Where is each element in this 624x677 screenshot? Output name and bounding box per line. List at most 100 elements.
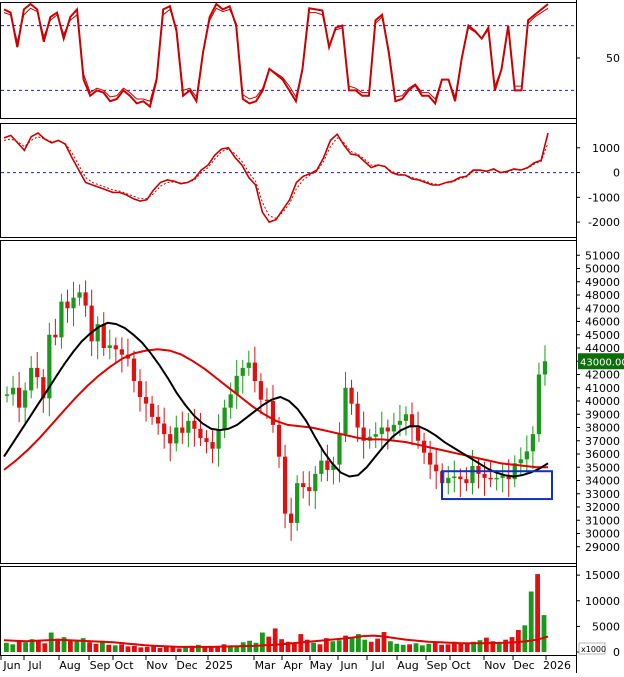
candle-body (428, 452, 433, 465)
candle-body (10, 387, 16, 395)
candle-body (415, 427, 421, 441)
price-tick-label: 29000 (585, 541, 620, 554)
candle-body (343, 387, 348, 435)
candle-body (355, 403, 360, 428)
volume-bar (541, 615, 547, 652)
volume-bar (68, 640, 73, 652)
candle-body (228, 394, 233, 408)
time-axis-label: Mar (255, 659, 276, 672)
volume-bar (87, 642, 92, 652)
volume-bar (509, 637, 515, 652)
volume-unit-label: x1000 (581, 645, 606, 654)
volume-bar (29, 639, 35, 652)
volume-bar (240, 642, 246, 652)
volume-bar (356, 634, 361, 652)
candle-body (542, 361, 548, 375)
candle-body (131, 358, 137, 382)
volume-bar (144, 646, 150, 652)
candle-body (23, 390, 28, 408)
time-axis-label: Sep (427, 659, 448, 672)
volume-bar (234, 645, 240, 652)
volume-bar (490, 641, 496, 652)
candle-body (452, 476, 457, 479)
volume-bar (426, 643, 432, 652)
price-tick-label: 48000 (585, 289, 620, 302)
candle-body (180, 427, 185, 433)
candle-body (391, 424, 396, 432)
volume-tick-label: 10000 (585, 595, 620, 608)
time-axis-label: 2026 (543, 659, 571, 672)
candle-body (16, 387, 22, 408)
candle-body (464, 479, 469, 484)
time-axis-label: 2025 (205, 659, 233, 672)
volume-bar (535, 574, 540, 652)
volume-bar (420, 645, 425, 652)
time-axis-label: May (310, 659, 333, 672)
candle-body (361, 427, 366, 441)
candle-body (107, 345, 112, 348)
volume-bar (464, 642, 470, 652)
volume-bar (119, 644, 124, 652)
volume-bar (439, 644, 444, 652)
volume-bar (516, 629, 521, 652)
volume-bar (484, 637, 489, 652)
volume-bar (496, 643, 502, 652)
moving-average-slow (3, 348, 548, 471)
candle-body (101, 324, 106, 348)
volume-bar (215, 646, 220, 652)
macd-line (3, 132, 549, 224)
volume-bar (183, 646, 188, 652)
time-axis-label: Dec (176, 659, 197, 672)
candle-body (349, 387, 354, 404)
macd-tick-label: -1000 (588, 191, 620, 204)
candle-body (168, 434, 173, 444)
candle-body (186, 420, 191, 433)
volume-unit-box (578, 642, 606, 655)
time-axis-label: Jul (27, 659, 41, 672)
candle-body (301, 483, 306, 488)
volume-bar (196, 644, 201, 652)
candle-body (252, 362, 257, 382)
candle-body (59, 301, 64, 338)
candle-body (240, 367, 245, 376)
macd-tick-label: 1000 (592, 142, 620, 155)
volume-bar (10, 644, 16, 652)
price-tick-label: 32000 (585, 501, 620, 514)
candle-body (470, 465, 475, 484)
volume-bar (432, 642, 438, 652)
time-axis-label: Jul (370, 659, 384, 672)
candle-body (494, 477, 499, 480)
volume-bar (164, 646, 169, 652)
price-tick-label: 50000 (585, 263, 620, 276)
volume-bar (221, 644, 227, 652)
candle-body (403, 414, 409, 421)
volume-moving-average (3, 634, 549, 648)
price-tick-label: 35000 (585, 461, 620, 474)
candle-body (325, 460, 330, 470)
candle-body (77, 292, 82, 298)
candle-body (458, 476, 463, 480)
candle-body (337, 434, 342, 465)
volume-bar (42, 643, 48, 652)
candle-body (500, 475, 505, 478)
price-tick-label: 39000 (585, 408, 620, 421)
candle-body (137, 381, 143, 398)
volume-bar (93, 643, 99, 652)
price-tick-label: 51000 (585, 249, 620, 262)
volume-bar (138, 647, 144, 652)
candle-body (156, 416, 161, 424)
price-tick-label: 38000 (585, 422, 620, 435)
candle-body (530, 434, 536, 452)
candle-body (35, 367, 40, 378)
candle-body (482, 473, 487, 478)
volume-bar (528, 591, 534, 652)
volume-bar (228, 645, 233, 652)
price-tick-label: 34000 (585, 475, 620, 488)
panel-oscillator (0, 2, 577, 119)
volume-bar (132, 645, 137, 652)
price-tick-label: 46000 (585, 316, 620, 329)
candle-body (488, 477, 493, 480)
candle-body (234, 375, 239, 395)
